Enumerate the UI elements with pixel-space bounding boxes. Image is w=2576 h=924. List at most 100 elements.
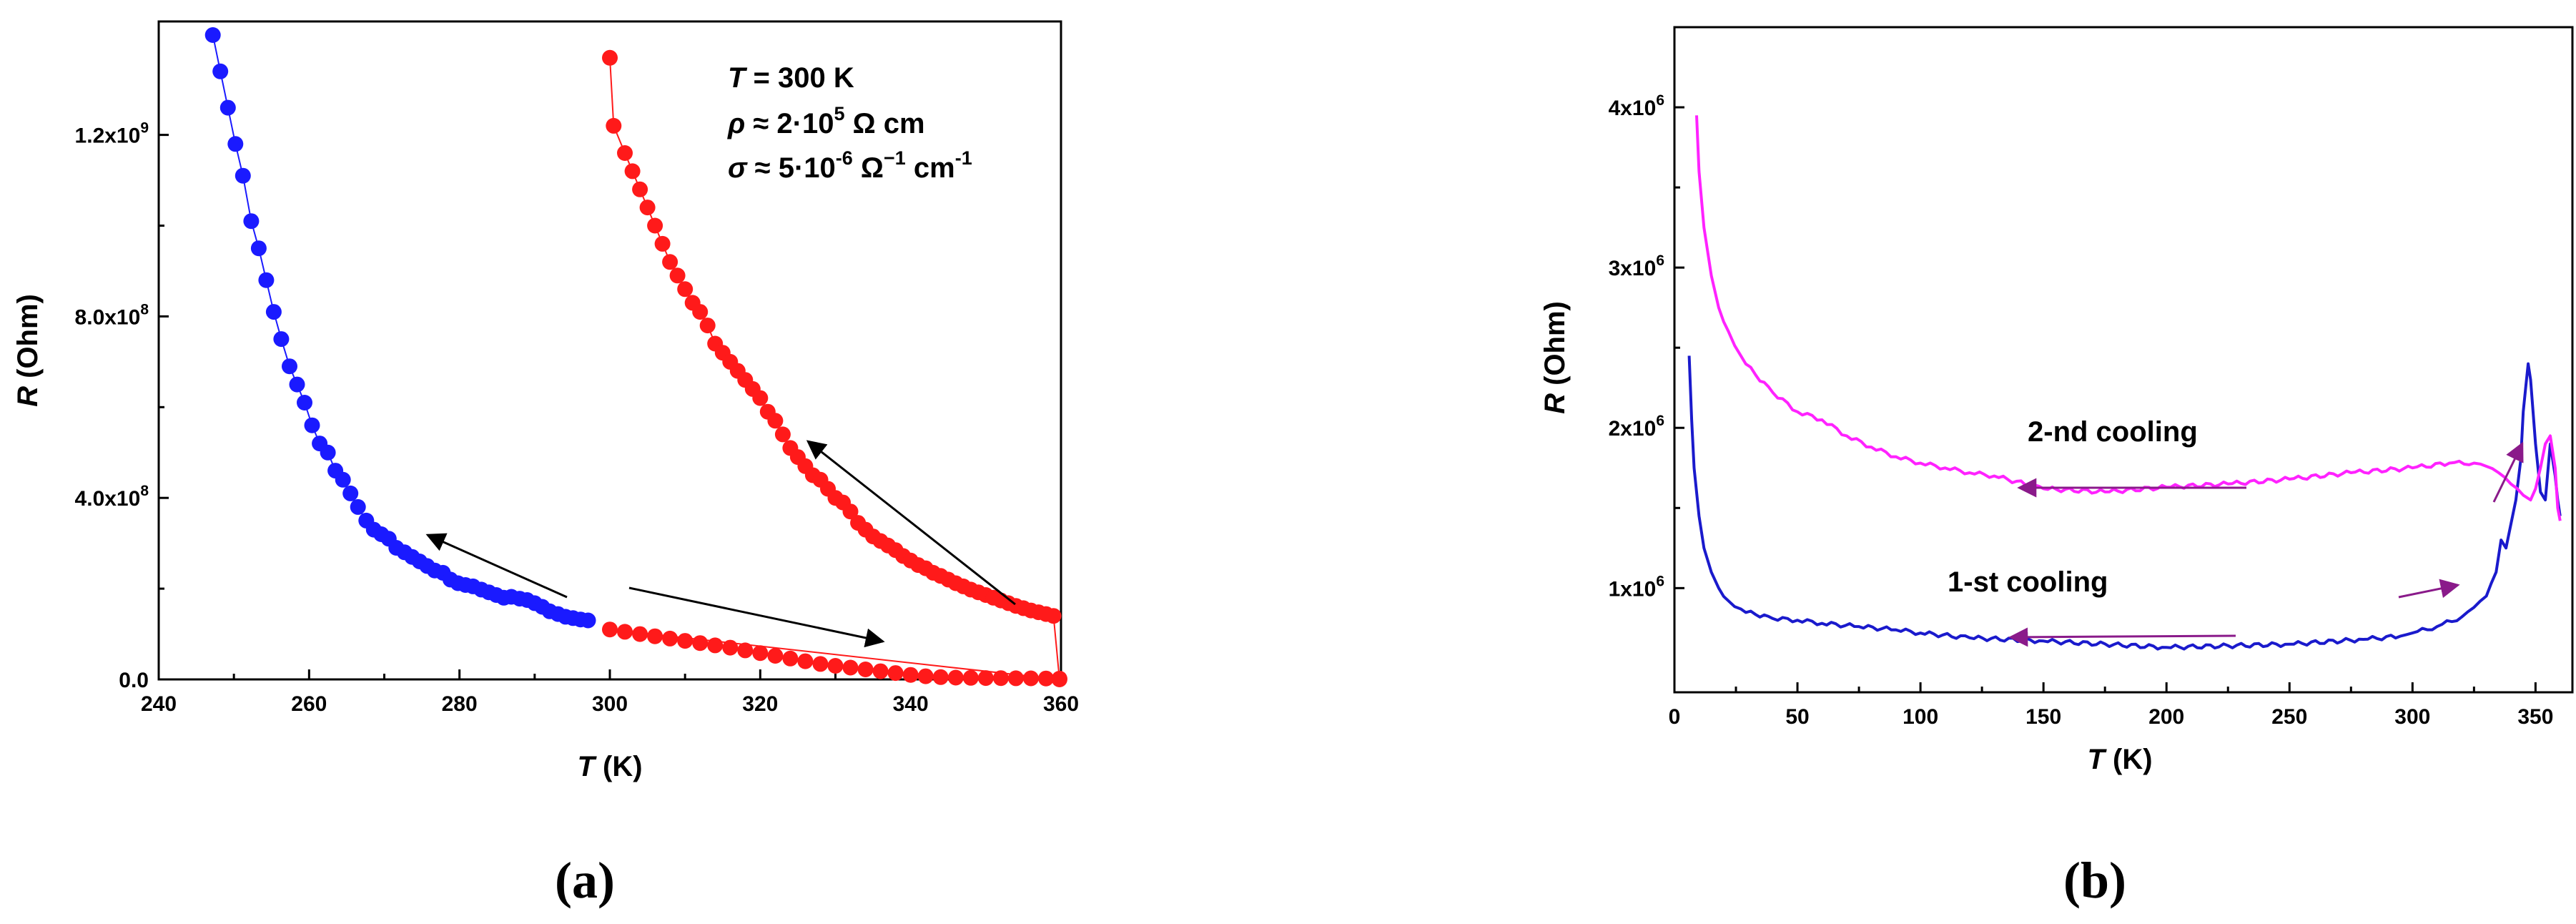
panel-a-point-blue	[289, 376, 305, 393]
panel-a-x-tick-label: 320	[742, 692, 778, 716]
panel-b-x-tick-label: 200	[2148, 705, 2184, 729]
panel-a-annotation-conductivity: σ ≈ 5·10-6 Ω−1 cm-1	[728, 147, 972, 184]
panel-b-x-tick-label: 150	[2025, 705, 2061, 729]
panel-a-y-tick-label: 0.0	[119, 669, 149, 692]
panel-a-point-blue	[204, 27, 221, 43]
panel-a-point-red	[774, 426, 791, 443]
panel-a-point-blue	[350, 498, 366, 515]
panel-a-point-blue	[304, 417, 320, 433]
panel-a-point-red	[707, 637, 724, 654]
panel-a-point-blue	[212, 63, 229, 79]
panel-a-point-red	[872, 663, 889, 679]
panel-a-y-tick-label: 1.2x109	[75, 120, 149, 148]
panel-a-point-red	[617, 145, 633, 161]
panel-a-point-red	[857, 662, 874, 677]
panel-b-x-tick-label: 0	[1669, 705, 1681, 729]
panel-a-point-red	[602, 49, 618, 66]
panel-a-point-red	[692, 304, 709, 320]
panel-b-arrow-1st-cooling	[2008, 627, 2236, 647]
panel-a-point-red	[677, 633, 694, 649]
panel-a-chart: 240 260 280 300 320 340 360 0.0 4.0x108 8.0x108 1.…	[12, 20, 1079, 909]
panel-a-point-red	[647, 217, 663, 234]
panel-a-point-red	[752, 390, 769, 406]
panel-a-point-red	[632, 181, 648, 197]
panel-a-point-red	[1045, 608, 1062, 624]
panel-a-point-red	[624, 163, 641, 180]
panel-a-point-red	[632, 626, 648, 642]
panel-a-label: (a)	[555, 852, 615, 909]
panel-a-x-tick-label: 240	[141, 692, 177, 716]
panel-a-point-red	[947, 669, 964, 686]
panel-a-x-tick-label: 260	[291, 692, 327, 716]
panel-a-point-blue	[250, 240, 267, 257]
panel-a-point-red	[917, 668, 934, 684]
panel-a-x-tick-label: 360	[1043, 692, 1079, 716]
panel-a-point-red	[902, 667, 919, 683]
panel-b-x-tick-label: 250	[2271, 705, 2307, 729]
panel-b-x-tick-label: 300	[2394, 705, 2430, 729]
panel-a-point-blue	[219, 99, 236, 116]
panel-a-x-tick-label: 300	[592, 692, 628, 716]
panel-b-label-1st-cooling: 1-st cooling	[1948, 566, 2108, 598]
panel-a-point-blue	[297, 395, 312, 411]
panel-a-arrow-red-cooling	[806, 440, 1016, 606]
panel-a-point-red	[602, 621, 618, 638]
panel-a-point-red	[812, 656, 829, 672]
panel-a-series-blue-line	[212, 34, 588, 621]
panel-a-point-red	[977, 670, 994, 687]
panel-b-series-1-st-cooling	[1687, 355, 2562, 651]
panel-a-point-red	[617, 624, 633, 640]
panel-a-point-red	[767, 648, 784, 664]
panel-b-arrow-heating-up	[2492, 441, 2524, 503]
panel-a-point-red	[767, 413, 784, 429]
panel-a-annotation-temperature: T = 300 K	[728, 62, 854, 94]
panel-a-point-red	[1007, 670, 1024, 687]
panel-a-point-blue	[265, 304, 282, 320]
panel-a-x-tick-label: 280	[442, 692, 478, 716]
panel-a-point-blue	[243, 213, 260, 230]
panel-b-x-tick-label: 350	[2517, 705, 2553, 729]
panel-a-point-blue	[258, 272, 275, 288]
panel-b-y-tick-label: 3x106	[1609, 252, 1664, 280]
panel-a-point-red	[647, 628, 663, 644]
panel-a-point-red	[669, 267, 686, 284]
panel-a-point-blue	[235, 167, 251, 184]
panel-a-arrow-blue-cooling	[425, 533, 568, 599]
panel-a-point-blue	[282, 358, 297, 375]
panel-a-annotation-resistivity: ρ ≈ 2·105 Ω cm	[727, 103, 925, 139]
panel-a-x-axis-title: T (K)	[577, 751, 642, 782]
panel-a-y-tick-label: 4.0x108	[75, 483, 149, 511]
panel-a-point-blue	[580, 612, 596, 629]
panel-a-point-red	[932, 669, 949, 685]
panel-a-y-tick-label: 8.0x108	[75, 301, 149, 329]
panel-a-point-red	[797, 653, 814, 669]
panel-a-y-axis-title: R (Ohm)	[12, 294, 44, 407]
panel-b-y-tick-label: 2x106	[1609, 413, 1664, 441]
panel-a-point-red	[662, 254, 678, 270]
panel-a-point-blue	[335, 471, 351, 488]
panel-b-plot-frame	[1673, 26, 2574, 694]
panel-a-point-red	[737, 642, 754, 659]
panel-a-point-red	[1038, 670, 1054, 687]
panel-a-point-red	[782, 650, 799, 667]
panel-a-point-blue	[320, 444, 336, 461]
panel-a-point-red	[992, 670, 1009, 687]
panel-b-y-tick-label: 1x106	[1609, 573, 1664, 601]
panel-a-point-red	[606, 117, 622, 134]
panel-a-series	[204, 27, 1067, 687]
panel-a-point-blue	[227, 136, 244, 152]
panel-a-point-red	[654, 235, 671, 252]
panel-b-series	[1687, 115, 2562, 651]
panel-a-point-red	[662, 630, 678, 647]
panel-a-point-red	[827, 658, 844, 674]
panel-a-point-red	[752, 645, 769, 662]
panel-a-x-tick-label: 340	[893, 692, 929, 716]
panel-a-ticks: 240 260 280 300 320 340 360 0.0 4.0x108 8.0x108 1.…	[75, 120, 1079, 716]
panel-b-label: (b)	[2063, 852, 2126, 909]
panel-a-point-red	[842, 503, 859, 520]
panel-b-x-tick-label: 100	[1903, 705, 1938, 729]
panel-b-x-axis-title: T (K)	[2087, 744, 2152, 775]
panel-a-point-red	[1022, 670, 1039, 687]
panel-a-point-red	[887, 665, 904, 682]
